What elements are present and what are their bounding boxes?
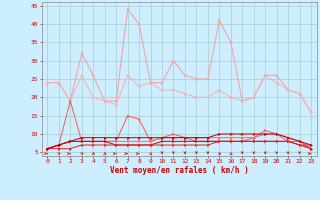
X-axis label: Vent moyen/en rafales ( km/h ): Vent moyen/en rafales ( km/h ): [110, 166, 249, 175]
